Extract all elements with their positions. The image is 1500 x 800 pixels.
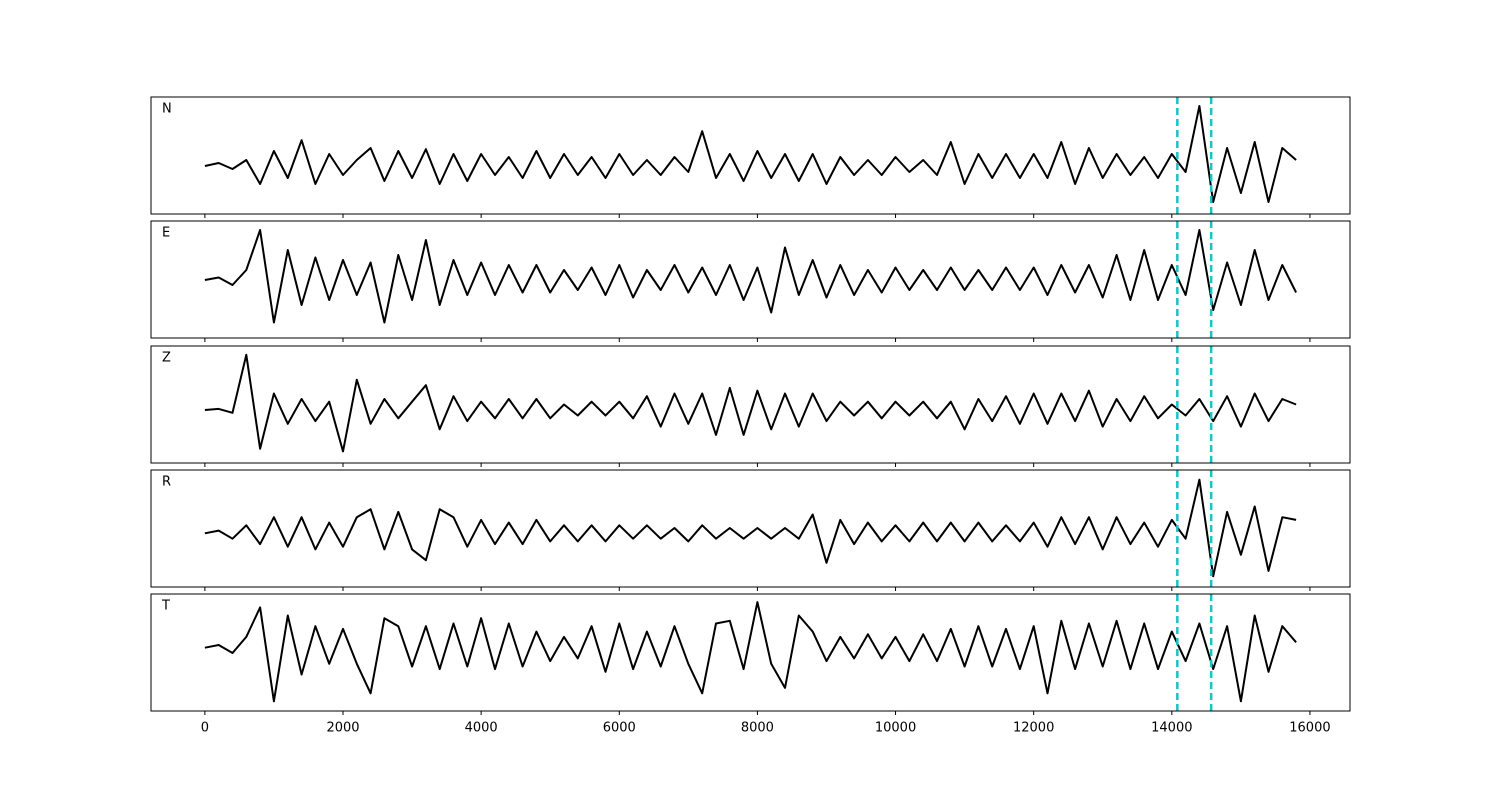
waveform — [204, 601, 1297, 703]
panel-label: T — [161, 599, 170, 614]
x-tick-label: 12000 — [1013, 721, 1054, 736]
x-tick-label: 6000 — [603, 721, 636, 736]
x-tick-label: 8000 — [741, 721, 774, 736]
panel-frame — [150, 469, 1351, 588]
panel-label: N — [162, 102, 172, 117]
x-tick-label: 14000 — [1151, 721, 1192, 736]
x-tick-label: 10000 — [875, 721, 916, 736]
waveform — [204, 478, 1297, 578]
panel-frame — [150, 345, 1351, 464]
x-tick-label: 0 — [201, 721, 209, 736]
waveform — [204, 229, 1297, 324]
panel-label: E — [162, 226, 170, 241]
panel-frame — [150, 593, 1351, 712]
waveform — [204, 105, 1297, 203]
panel-label: R — [162, 475, 171, 490]
panel-label: Z — [162, 351, 171, 366]
x-tick-label: 4000 — [465, 721, 498, 736]
waveform — [204, 353, 1297, 453]
panel-frame — [150, 220, 1351, 339]
panel-frame — [150, 96, 1351, 215]
x-tick-label: 16000 — [1289, 721, 1330, 736]
x-tick-label: 2000 — [326, 721, 359, 736]
